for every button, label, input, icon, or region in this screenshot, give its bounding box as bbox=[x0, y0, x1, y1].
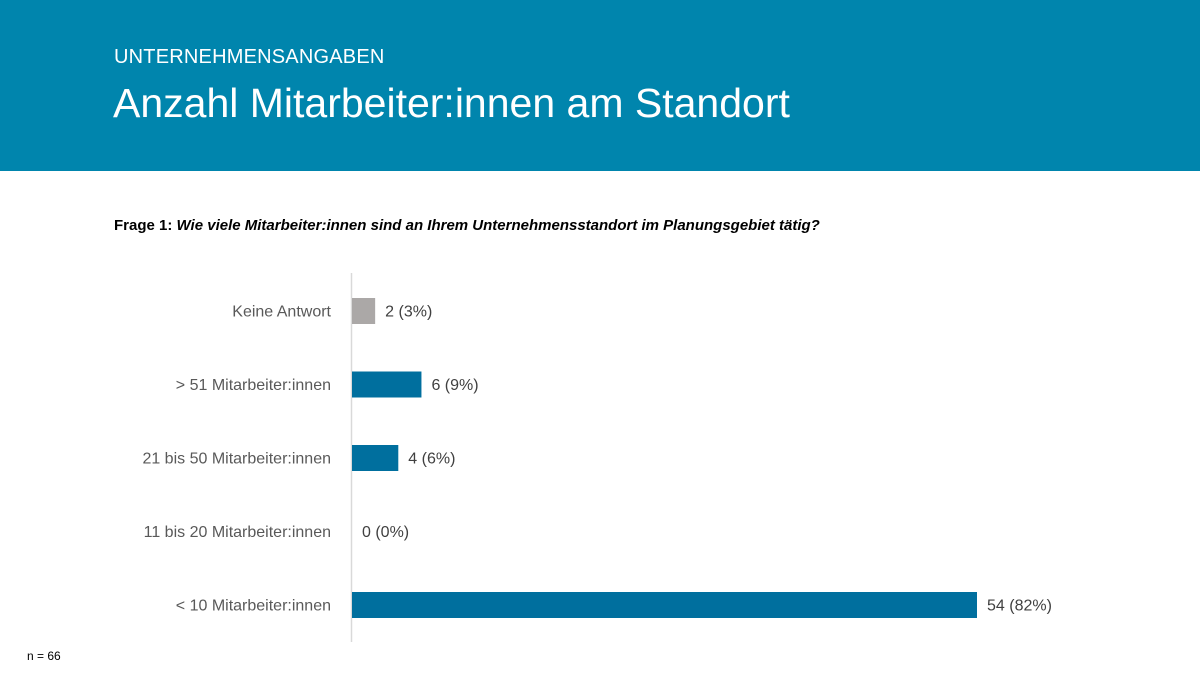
data-label: 4 (6%) bbox=[408, 451, 455, 468]
bar bbox=[352, 592, 977, 618]
section-kicker: UNTERNEHMENSANGABEN bbox=[114, 46, 385, 68]
question-label: Frage 1: bbox=[114, 217, 173, 234]
category-label: < 10 Mitarbeiter:innen bbox=[176, 598, 331, 615]
category-label: 11 bis 20 Mitarbeiter:innen bbox=[144, 524, 331, 541]
category-label: 21 bis 50 Mitarbeiter:innen bbox=[142, 451, 331, 468]
bar bbox=[352, 445, 399, 471]
category-label: > 51 Mitarbeiter:innen bbox=[176, 377, 331, 394]
data-label: 2 (3%) bbox=[385, 304, 432, 321]
question-body: Wie viele Mitarbeiter:innen sind an Ihre… bbox=[176, 217, 820, 234]
sample-size-note: n = 66 bbox=[27, 649, 61, 663]
header-banner: UNTERNEHMENSANGABEN Anzahl Mitarbeiter:i… bbox=[0, 0, 1200, 171]
page-title: Anzahl Mitarbeiter:innen am Standort bbox=[113, 80, 790, 126]
data-label: 0 (0%) bbox=[362, 524, 409, 541]
data-label: 6 (9%) bbox=[431, 377, 478, 394]
bar bbox=[352, 371, 422, 398]
data-label: 54 (82%) bbox=[987, 598, 1052, 615]
question-text: Frage 1: Wie viele Mitarbeiter:innen sin… bbox=[114, 217, 820, 234]
bar bbox=[352, 298, 376, 324]
category-label: Keine Antwort bbox=[232, 304, 331, 321]
